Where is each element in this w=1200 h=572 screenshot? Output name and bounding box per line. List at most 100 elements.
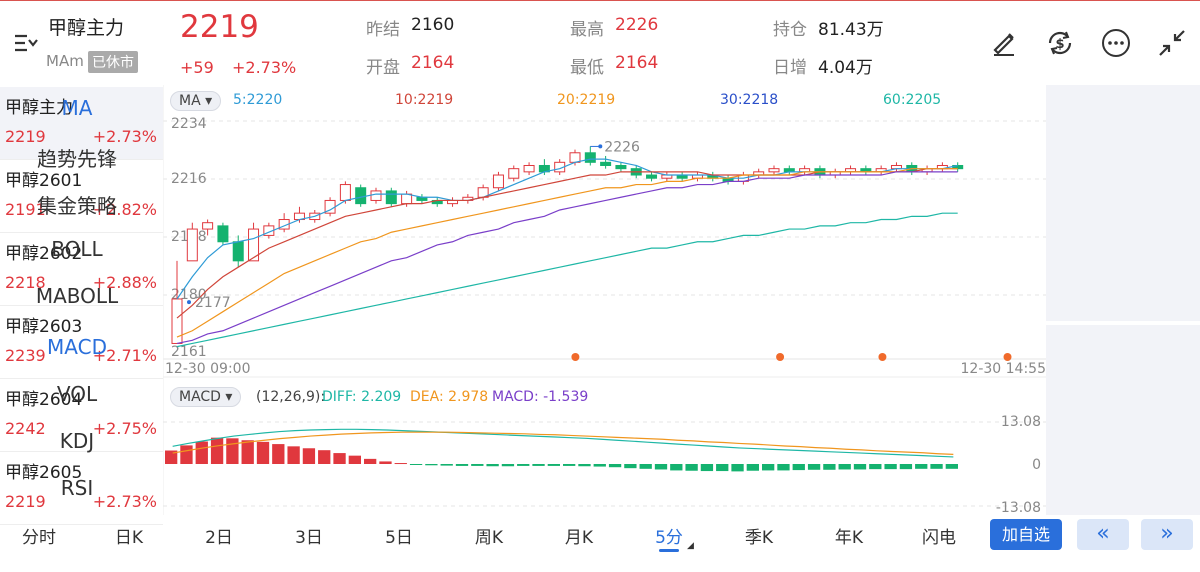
macd-histogram-bar xyxy=(823,464,836,470)
prev-button[interactable]: « xyxy=(1077,519,1129,550)
macd-histogram-bar xyxy=(241,440,254,464)
contract-name: 甲醇2605 xyxy=(5,463,83,483)
stat-label: 日增 xyxy=(773,58,807,78)
price-tick-label: 2216 xyxy=(171,171,207,187)
candle-body xyxy=(355,187,367,205)
main-indicator-option[interactable]: 趋势先锋 xyxy=(37,147,117,171)
macd-histogram-bar xyxy=(165,450,178,464)
candle-body xyxy=(584,152,596,163)
macd-histogram-bar xyxy=(593,464,606,467)
macd-selector[interactable]: MACD ▾ xyxy=(170,387,242,407)
macd-diff: DIFF: 2.209 xyxy=(322,389,402,405)
contract-price: 2239 xyxy=(5,346,46,365)
macd-histogram-bar xyxy=(654,464,668,470)
macd-histogram-bar xyxy=(670,464,683,471)
macd-histogram-bar xyxy=(807,464,821,470)
macd-histogram-bar xyxy=(731,464,744,472)
period-tab[interactable]: 闪电 xyxy=(922,528,956,548)
svg-text:$: $ xyxy=(1055,37,1064,52)
contract-item[interactable]: 甲醇2602 2218 +2.88% xyxy=(0,233,163,306)
candle-body xyxy=(600,161,612,166)
macd-histogram-bar xyxy=(700,464,714,472)
period-tab[interactable]: 5分 xyxy=(655,528,683,548)
macd-histogram-bar xyxy=(792,464,805,471)
event-marker xyxy=(878,353,887,361)
macd-histogram-bar xyxy=(746,464,759,471)
ma-legend-item: 20:2219 xyxy=(557,92,616,108)
macd-histogram-bar xyxy=(486,464,499,467)
main-indicator-option[interactable]: MABOLL xyxy=(35,284,119,308)
sub-indicator-option[interactable]: RSI xyxy=(60,476,94,500)
sub-indicator-option[interactable]: VOL xyxy=(56,382,98,406)
main-indicator-option[interactable]: BOLL xyxy=(51,237,103,261)
candle-body xyxy=(339,184,351,201)
event-marker xyxy=(571,353,580,361)
contract-price: 2218 xyxy=(5,273,46,292)
contract-item[interactable]: 甲醇2604 2242 +2.75% xyxy=(0,379,163,452)
next-button[interactable]: » xyxy=(1141,519,1193,550)
collapse-icon[interactable] xyxy=(1152,23,1192,63)
macd-histogram-bar xyxy=(364,458,377,464)
period-tab[interactable]: 周K xyxy=(474,528,504,548)
price-tick-label: 2234 xyxy=(171,116,207,132)
currency-exchange-icon[interactable]: $ xyxy=(1040,23,1080,63)
macd-histogram-bar xyxy=(287,446,300,464)
macd-histogram-bar xyxy=(716,464,729,472)
macd-histogram-bar xyxy=(394,463,407,465)
ma-legend-item: 30:2218 xyxy=(720,92,779,108)
macd-histogram-bar xyxy=(195,441,208,464)
price-change-pct: +2.73% xyxy=(232,58,297,77)
sub-indicator-option[interactable]: KDJ xyxy=(59,429,95,453)
period-tab[interactable]: 日K xyxy=(114,528,144,548)
stat-value: 2160 xyxy=(411,15,455,35)
price-tick-label: 2161 xyxy=(171,344,207,360)
main-indicator-option[interactable]: MA xyxy=(61,96,93,120)
macd-histogram-bar xyxy=(945,464,958,469)
period-tab[interactable]: 2日 xyxy=(205,528,233,548)
macd-dea: DEA: 2.978 xyxy=(410,389,489,405)
stat-value: 81.43万 xyxy=(818,20,884,40)
contract-change-pct: +2.75% xyxy=(92,419,157,438)
period-tab[interactable]: 月K xyxy=(564,528,594,548)
contract-item[interactable]: 甲醇2601 2191 +2.82% xyxy=(0,160,163,233)
macd-histogram-bar xyxy=(899,464,913,470)
candle-body xyxy=(202,222,214,230)
period-tab[interactable]: 年K xyxy=(834,528,864,548)
contract-name: 甲醇2601 xyxy=(5,171,83,191)
active-tab-underline xyxy=(659,549,679,552)
macd-histogram-bar xyxy=(440,464,453,466)
period-tab[interactable]: 季K xyxy=(744,528,774,548)
macd-histogram-bar xyxy=(532,464,545,466)
macd-histogram-bar xyxy=(517,464,530,466)
time-end-label: 12-30 14:55 xyxy=(961,361,1046,377)
period-tab[interactable]: 分时 xyxy=(22,528,56,548)
macd-histogram-bar xyxy=(455,464,469,466)
macd-tick-label: -13.08 xyxy=(996,500,1041,515)
candle-body xyxy=(370,190,382,201)
menu-filter-icon[interactable] xyxy=(6,23,46,63)
contract-item[interactable]: 甲醇2603 2239 +2.71% xyxy=(0,306,163,379)
contract-item[interactable]: 甲醇主力 2219 +2.73% xyxy=(0,87,163,160)
more-icon[interactable] xyxy=(1096,23,1136,63)
low-marker-dot xyxy=(187,300,191,305)
add-watchlist-button[interactable]: 加自选 xyxy=(990,519,1062,550)
period-tab[interactable]: 5日 xyxy=(385,528,413,548)
macd-histogram-bar xyxy=(930,464,943,469)
ma-line-10 xyxy=(176,168,958,319)
event-marker xyxy=(776,353,785,361)
macd-histogram-bar xyxy=(838,464,851,470)
contract-price: 2242 xyxy=(5,419,46,438)
contract-change-pct: +2.73% xyxy=(92,492,157,511)
macd-histogram-bar xyxy=(869,464,882,470)
ma-selector[interactable]: MA ▾ xyxy=(170,91,222,111)
high-marker-dot xyxy=(598,144,603,149)
draw-pen-icon[interactable] xyxy=(984,23,1024,63)
main-indicator-option[interactable]: 集金策略 xyxy=(37,194,117,218)
sub-indicator-option[interactable]: MACD xyxy=(47,335,107,359)
candle-body xyxy=(401,193,413,205)
period-tab[interactable]: 3日 xyxy=(295,528,323,548)
macd-histogram-bar xyxy=(409,464,423,465)
contract-item[interactable]: 甲醇2605 2219 +2.73% xyxy=(0,452,163,525)
